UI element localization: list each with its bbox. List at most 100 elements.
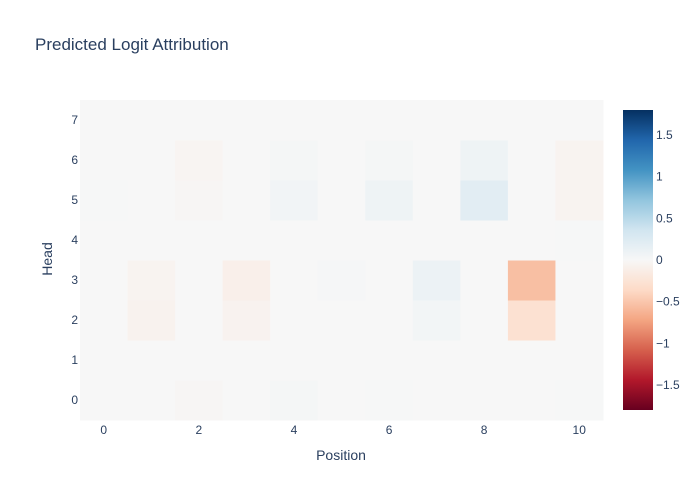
- colorbar-tick-label: 0.5: [656, 211, 673, 225]
- colorbar-tick-label: 1.5: [656, 128, 673, 142]
- heatmap-cell-head7-pos0: [80, 100, 129, 141]
- y-tick-label: 7: [71, 113, 78, 127]
- x-tick-label: 4: [291, 423, 298, 437]
- heatmap-cell-head6-pos4: [270, 140, 319, 181]
- heatmap-cell-head7-pos10: [555, 100, 604, 141]
- heatmap-cell-head1-pos5: [317, 340, 366, 381]
- heatmap-cell-head0-pos1: [127, 380, 176, 421]
- heatmap-cell-head1-pos6: [365, 340, 414, 381]
- y-tick-label: 2: [71, 313, 78, 327]
- heatmap-cell-head2-pos7: [412, 300, 461, 341]
- heatmap-cell-head7-pos1: [127, 100, 176, 141]
- heatmap-cell-head2-pos9: [507, 300, 556, 341]
- x-axis-ticks: 0 2 4 6 8 10: [100, 423, 586, 437]
- heatmap-cell-head6-pos0: [80, 140, 129, 181]
- heatmap-cell-head7-pos9: [507, 100, 556, 141]
- heatmap-cell-head6-pos1: [127, 140, 176, 181]
- heatmap-cell-head7-pos7: [412, 100, 461, 141]
- y-tick-label: 5: [71, 193, 78, 207]
- chart-title: Predicted Logit Attribution: [35, 35, 229, 54]
- heatmap-cell-head6-pos2: [175, 140, 224, 181]
- heatmap-cell-head7-pos5: [317, 100, 366, 141]
- heatmap-cell-head4-pos4: [270, 220, 319, 261]
- heatmap-cell-head0-pos5: [317, 380, 366, 421]
- x-tick-label: 8: [481, 423, 488, 437]
- heatmap-cell-head0-pos7: [412, 380, 461, 421]
- heatmap-cell-head0-pos3: [222, 380, 271, 421]
- heatmap-cell-head1-pos3: [222, 340, 271, 381]
- heatmap-cell-head5-pos0: [80, 180, 129, 221]
- heatmap-cell-head6-pos10: [555, 140, 604, 181]
- heatmap-cell-head6-pos8: [460, 140, 509, 181]
- x-axis-title: Position: [316, 447, 366, 463]
- heatmap-cell-head6-pos3: [222, 140, 271, 181]
- x-tick-label: 2: [196, 423, 203, 437]
- heatmap-cell-head7-pos3: [222, 100, 271, 141]
- heatmap-cell-head4-pos10: [555, 220, 604, 261]
- heatmap-cell-head1-pos8: [460, 340, 509, 381]
- heatmap-cell-head2-pos8: [460, 300, 509, 341]
- heatmap-cell-head3-pos3: [222, 260, 271, 301]
- heatmap-cell-head7-pos2: [175, 100, 224, 141]
- heatmap-cell-head5-pos3: [222, 180, 271, 221]
- heatmap-cell-head2-pos0: [80, 300, 129, 341]
- heatmap-cell-head2-pos3: [222, 300, 271, 341]
- y-axis-ticks: 0 1 2 3 4 5 6 7: [71, 113, 78, 407]
- heatmap-cell-head3-pos8: [460, 260, 509, 301]
- heatmap-cell-head2-pos4: [270, 300, 319, 341]
- heatmap-cell-head5-pos10: [555, 180, 604, 221]
- heatmap-cell-head2-pos6: [365, 300, 414, 341]
- heatmap-cell-head0-pos9: [507, 380, 556, 421]
- colorbar-tick-label: −1.5: [656, 378, 680, 392]
- heatmap-cell-head3-pos6: [365, 260, 414, 301]
- heatmap-cell-head1-pos2: [175, 340, 224, 381]
- y-tick-label: 4: [71, 233, 78, 247]
- colorbar: 1.5 1 0.5 0 −0.5 −1 −1.5: [623, 110, 680, 410]
- heatmap-cell-head1-pos9: [507, 340, 556, 381]
- heatmap-cell-head4-pos9: [507, 220, 556, 261]
- heatmap-cell-head5-pos4: [270, 180, 319, 221]
- y-tick-label: 3: [71, 273, 78, 287]
- heatmap-cell-head0-pos0: [80, 380, 129, 421]
- heatmap-cell-head0-pos4: [270, 380, 319, 421]
- heatmap-cell-head1-pos1: [127, 340, 176, 381]
- y-tick-label: 0: [71, 393, 78, 407]
- colorbar-tick-label: 0: [656, 253, 663, 267]
- heatmap-cell-head7-pos6: [365, 100, 414, 141]
- y-tick-label: 1: [71, 353, 78, 367]
- heatmap-cell-head2-pos5: [317, 300, 366, 341]
- heatmap-cell-head3-pos9: [507, 260, 556, 301]
- heatmap-cell-head3-pos10: [555, 260, 604, 301]
- heatmap-cell-head3-pos0: [80, 260, 129, 301]
- heatmap-cell-head4-pos0: [80, 220, 129, 261]
- heatmap-cell-head4-pos6: [365, 220, 414, 261]
- heatmap-cell-head6-pos9: [507, 140, 556, 181]
- heatmap-cell-head3-pos5: [317, 260, 366, 301]
- heatmap-cell-head0-pos6: [365, 380, 414, 421]
- heatmap-cell-head1-pos0: [80, 340, 129, 381]
- x-tick-label: 10: [573, 423, 587, 437]
- heatmap-cell-head7-pos8: [460, 100, 509, 141]
- plot-area: [80, 100, 604, 421]
- heatmap-cell-head5-pos5: [317, 180, 366, 221]
- y-tick-label: 6: [71, 153, 78, 167]
- heatmap-cell-head5-pos8: [460, 180, 509, 221]
- heatmap-cell-head3-pos4: [270, 260, 319, 301]
- colorbar-gradient: [623, 110, 653, 410]
- x-tick-label: 6: [386, 423, 393, 437]
- heatmap-cell-head4-pos2: [175, 220, 224, 261]
- heatmap-cell-head5-pos2: [175, 180, 224, 221]
- heatmap-cell-head4-pos1: [127, 220, 176, 261]
- heatmap-cell-head3-pos2: [175, 260, 224, 301]
- heatmap-cell-head4-pos7: [412, 220, 461, 261]
- colorbar-tick-label: 1: [656, 170, 663, 184]
- colorbar-tick-label: −1: [656, 336, 670, 350]
- heatmap-cell-head3-pos1: [127, 260, 176, 301]
- heatmap-cell-head4-pos5: [317, 220, 366, 261]
- heatmap-cell-head1-pos4: [270, 340, 319, 381]
- heatmap-cell-head2-pos2: [175, 300, 224, 341]
- heatmap-cell-head2-pos1: [127, 300, 176, 341]
- heatmap-cell-head2-pos10: [555, 300, 604, 341]
- heatmap-cell-head6-pos7: [412, 140, 461, 181]
